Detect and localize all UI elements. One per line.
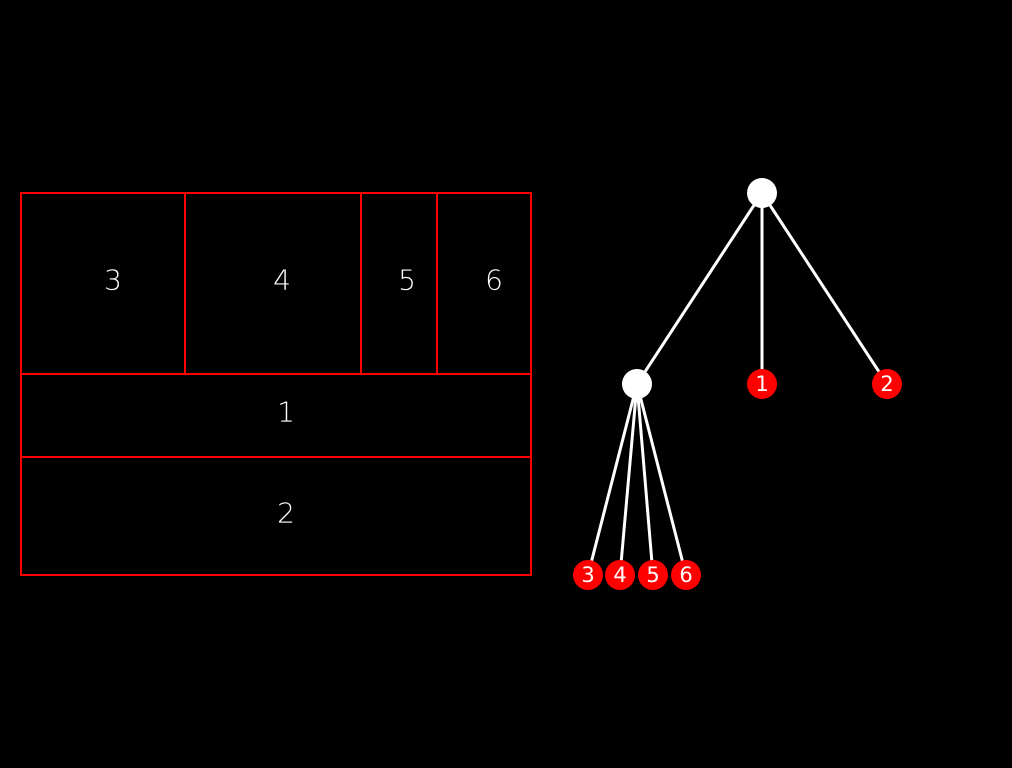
leaf-2-label: 2 — [880, 372, 893, 396]
leaf-node-6: 6 — [671, 560, 701, 590]
edge-internal-to-leaf-5 — [635, 382, 655, 577]
leaf-5-label: 5 — [646, 563, 659, 587]
region-6-box — [436, 192, 532, 375]
leaf-node-2: 2 — [872, 369, 902, 399]
region-1-box — [20, 373, 532, 458]
tree-edges — [586, 191, 889, 577]
region-1-label: 1 — [277, 396, 295, 429]
region-5-label: 5 — [398, 264, 416, 297]
leaf-node-3: 3 — [573, 560, 603, 590]
edge-internal-to-leaf-6 — [635, 382, 688, 577]
region-3-label: 3 — [104, 264, 122, 297]
outer-frame — [20, 192, 532, 576]
leaf-5-circle — [638, 560, 668, 590]
region-6-label: 6 — [485, 264, 503, 297]
tree-nodes: 1 2 3 4 5 6 — [573, 178, 902, 590]
region-2-label: 2 — [277, 497, 295, 530]
leaf-4-circle — [605, 560, 635, 590]
leaf-node-5: 5 — [638, 560, 668, 590]
edge-internal-to-leaf-3 — [586, 382, 639, 577]
leaf-1-circle — [747, 369, 777, 399]
leaf-6-circle — [671, 560, 701, 590]
region-labels: 3 4 5 6 1 2 — [104, 264, 503, 530]
leaf-3-circle — [573, 560, 603, 590]
edge-root-to-internal — [635, 191, 764, 386]
leaf-1-label: 1 — [755, 372, 768, 396]
edge-internal-to-leaf-4 — [618, 382, 639, 577]
leaf-2-circle — [872, 369, 902, 399]
leaf-node-4: 4 — [605, 560, 635, 590]
internal-node — [622, 369, 652, 399]
region-4-label: 4 — [273, 264, 291, 297]
region-3-box — [20, 192, 186, 375]
edge-root-to-leaf-2 — [760, 191, 889, 386]
leaf-3-label: 3 — [581, 563, 594, 587]
leaf-6-label: 6 — [679, 563, 692, 587]
leaf-4-label: 4 — [613, 563, 626, 587]
layout-partition — [20, 192, 532, 576]
root-node — [747, 178, 777, 208]
region-2-box — [20, 456, 532, 576]
leaf-node-1: 1 — [747, 369, 777, 399]
